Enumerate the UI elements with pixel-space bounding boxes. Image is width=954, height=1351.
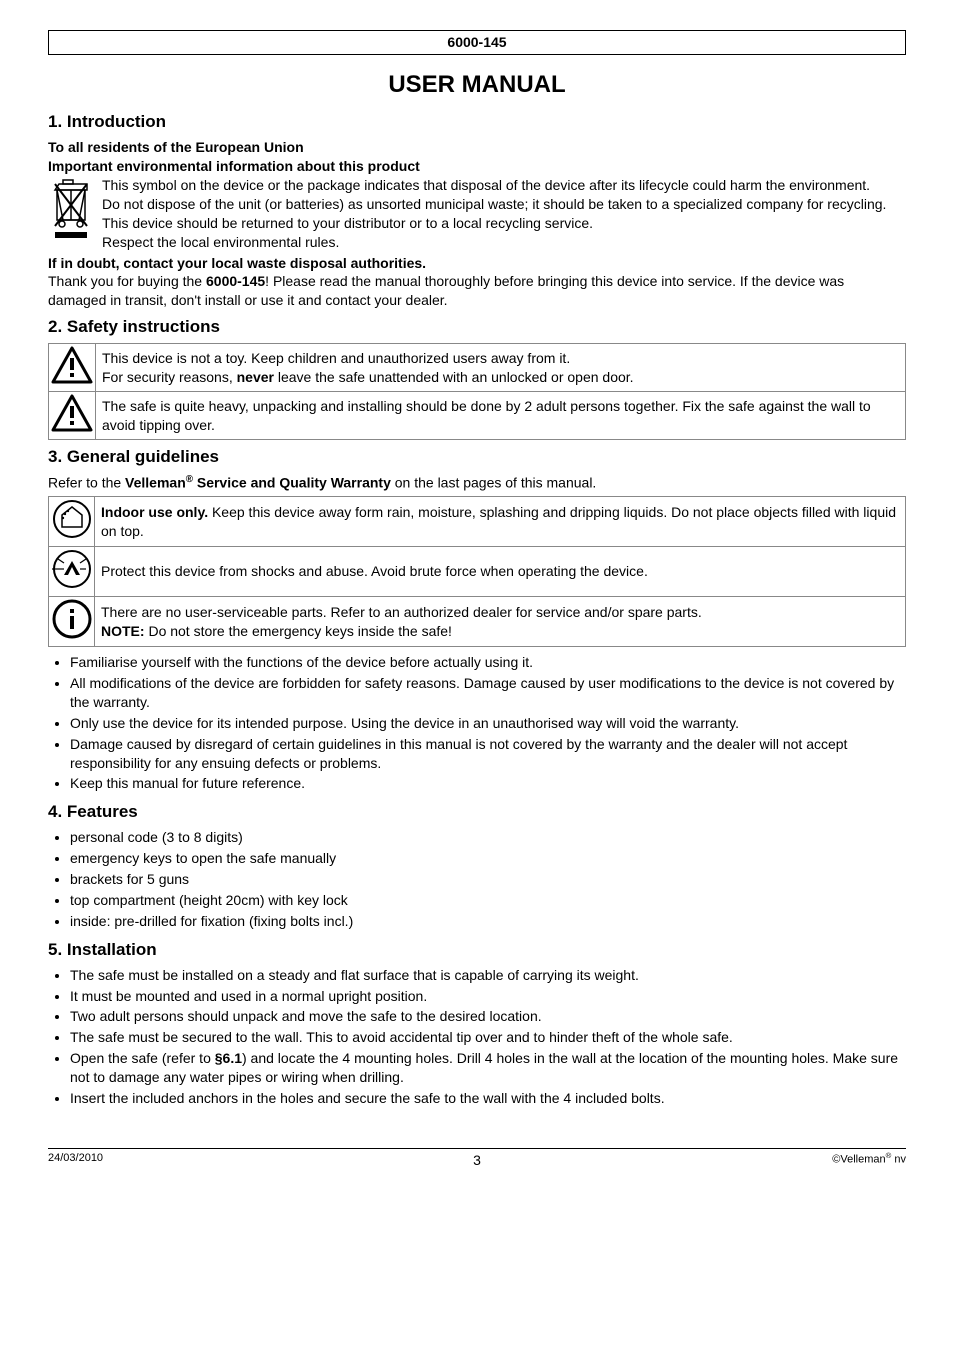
footer: 24/03/2010 3 ©Velleman® nv — [48, 1148, 906, 1168]
general-refer: Refer to the Velleman® Service and Quali… — [48, 473, 906, 493]
intro-body4: Respect the local environmental rules. — [102, 233, 906, 252]
safety-table: This device is not a toy. Keep children … — [48, 343, 906, 440]
footer-right-post: nv — [891, 1154, 906, 1166]
general-row1: Indoor use only. Keep this device away f… — [95, 497, 906, 547]
list-item: Insert the included anchors in the holes… — [70, 1089, 906, 1108]
list-item: inside: pre-drilled for fixation (fixing… — [70, 912, 906, 931]
section-3-heading: 3. General guidelines — [48, 446, 906, 469]
list-item: Only use the device for its intended pur… — [70, 714, 906, 733]
refer-bold2: Service and Quality Warranty — [193, 475, 391, 491]
section-1-heading: 1. Introduction — [48, 111, 906, 134]
section-4-heading: 4. Features — [48, 801, 906, 824]
intro-body3: This device should be returned to your d… — [102, 214, 906, 233]
table-row: Indoor use only. Keep this device away f… — [49, 497, 906, 547]
general-row2: Protect this device from shocks and abus… — [95, 547, 906, 597]
safety-row1b-post: leave the safe unattended with an unlock… — [274, 369, 634, 385]
intro-body2: Do not dispose of the unit (or batteries… — [102, 195, 906, 214]
list-item: The safe must be installed on a steady a… — [70, 966, 906, 985]
thanks-model: 6000-145 — [206, 273, 265, 289]
safety-row1b-bold: never — [237, 369, 274, 385]
table-row: Protect this device from shocks and abus… — [49, 547, 906, 597]
header-model-box: 6000-145 — [48, 30, 906, 55]
list-item: Open the safe (refer to §6.1) and locate… — [70, 1049, 906, 1087]
intro-text-block: This symbol on the device or the package… — [102, 176, 906, 252]
intro-thanks: Thank you for buying the 6000-145! Pleas… — [48, 272, 906, 310]
list-item: Familiarise yourself with the functions … — [70, 653, 906, 672]
warning-triangle-icon — [49, 344, 96, 392]
intro-line1: To all residents of the European Union — [48, 138, 906, 157]
info-circle-icon — [49, 597, 95, 647]
section-5-heading: 5. Installation — [48, 939, 906, 962]
list-item: It must be mounted and used in a normal … — [70, 987, 906, 1006]
warning-triangle-icon — [49, 392, 96, 440]
footer-copyright: ©Velleman® nv — [832, 1151, 906, 1168]
footer-date: 24/03/2010 — [48, 1151, 103, 1168]
weee-bin-icon — [48, 176, 94, 240]
safety-row1b-pre: For security reasons, — [102, 369, 237, 385]
header-model: 6000-145 — [447, 34, 506, 50]
features-bullets: personal code (3 to 8 digits) emergency … — [48, 828, 906, 930]
list-item: personal code (3 to 8 digits) — [70, 828, 906, 847]
refer-pre: Refer to the — [48, 475, 125, 491]
list-item: top compartment (height 20cm) with key l… — [70, 891, 906, 910]
refer-sup: ® — [186, 474, 193, 485]
general-row3b-rest: Do not store the emergency keys inside t… — [145, 623, 452, 639]
safety-row1: This device is not a toy. Keep children … — [96, 344, 906, 392]
table-row: There are no user-serviceable parts. Ref… — [49, 597, 906, 647]
list-item: All modifications of the device are forb… — [70, 674, 906, 712]
safety-row2: The safe is quite heavy, unpacking and i… — [96, 392, 906, 440]
list-item: The safe must be secured to the wall. Th… — [70, 1028, 906, 1047]
table-row: The safe is quite heavy, unpacking and i… — [49, 392, 906, 440]
safety-row1a: This device is not a toy. Keep children … — [102, 350, 570, 366]
general-row3: There are no user-serviceable parts. Ref… — [95, 597, 906, 647]
page-title: USER MANUAL — [48, 69, 906, 101]
thanks-pre: Thank you for buying the — [48, 273, 206, 289]
footer-right-pre: ©Velleman — [832, 1154, 885, 1166]
install-bullets: The safe must be installed on a steady a… — [48, 966, 906, 1108]
general-row3a: There are no user-serviceable parts. Ref… — [101, 604, 702, 620]
general-row1-rest: Keep this device away form rain, moistur… — [101, 504, 896, 539]
footer-page: 3 — [473, 1151, 481, 1170]
intro-body1: This symbol on the device or the package… — [102, 176, 906, 195]
intro-icon-row: This symbol on the device or the package… — [48, 176, 906, 252]
list-item: emergency keys to open the safe manually — [70, 849, 906, 868]
general-bullets: Familiarise yourself with the functions … — [48, 653, 906, 793]
install-b5-bold: §6.1 — [215, 1050, 242, 1066]
refer-bold: Velleman — [125, 475, 186, 491]
intro-line3: If in doubt, contact your local waste di… — [48, 254, 906, 273]
list-item: Two adult persons should unpack and move… — [70, 1007, 906, 1026]
indoor-use-icon — [49, 497, 95, 547]
intro-line2: Important environmental information abou… — [48, 157, 906, 176]
list-item: Damage caused by disregard of certain gu… — [70, 735, 906, 773]
section-2-heading: 2. Safety instructions — [48, 316, 906, 339]
list-item: Keep this manual for future reference. — [70, 774, 906, 793]
list-item: brackets for 5 guns — [70, 870, 906, 889]
table-row: This device is not a toy. Keep children … — [49, 344, 906, 392]
general-row1-bold: Indoor use only. — [101, 504, 208, 520]
general-table: Indoor use only. Keep this device away f… — [48, 496, 906, 647]
general-row3b-bold: NOTE: — [101, 623, 145, 639]
install-b5-pre: Open the safe (refer to — [70, 1050, 215, 1066]
refer-post: on the last pages of this manual. — [391, 475, 596, 491]
no-shock-icon — [49, 547, 95, 597]
